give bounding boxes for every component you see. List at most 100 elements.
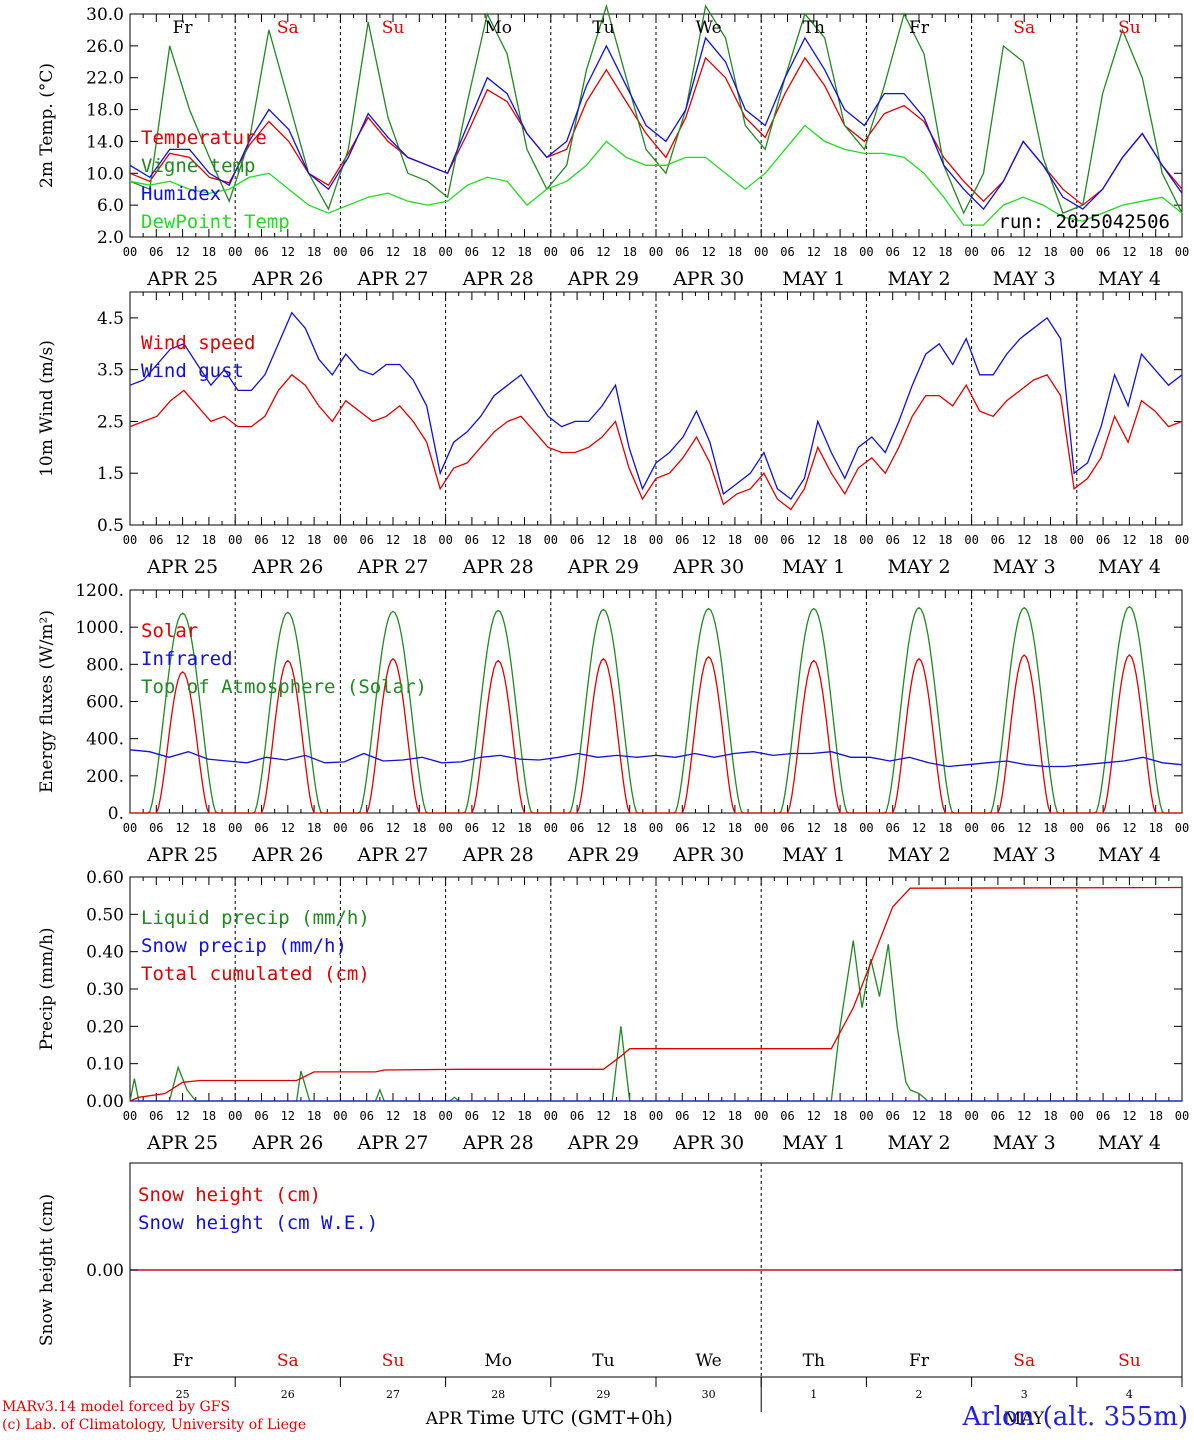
hour-label: 18 <box>412 533 426 547</box>
date-label: APR 28 <box>462 556 534 578</box>
hour-label: 18 <box>202 1109 216 1123</box>
series-line-wind-gust <box>129 311 1183 501</box>
date-label: APR 30 <box>672 1132 744 1154</box>
date-label: MAY 4 <box>1098 844 1161 866</box>
y-tick-label: 6.0 <box>97 196 124 216</box>
y-tick-label: 1200. <box>75 581 124 601</box>
x-axis-label: Time UTC (GMT+0h) <box>467 1407 673 1429</box>
hour-label: 18 <box>202 533 216 547</box>
hour-label: 00 <box>1070 245 1084 259</box>
hour-label: 18 <box>307 821 321 835</box>
hour-label: 06 <box>149 821 163 835</box>
hour-label: 00 <box>964 821 978 835</box>
hour-label: 06 <box>570 245 584 259</box>
hour-label: 06 <box>1096 821 1110 835</box>
day-label: Su <box>1118 1351 1141 1371</box>
legend-entry: Wind gust <box>141 360 244 382</box>
hour-label: 12 <box>1017 1109 1031 1123</box>
day-number: 27 <box>386 1388 400 1401</box>
day-label: Fr <box>173 18 194 38</box>
plot-frame <box>129 13 1183 238</box>
hour-label: 18 <box>1043 245 1057 259</box>
hour-label: 00 <box>544 533 558 547</box>
hour-label: 18 <box>412 245 426 259</box>
series-line-wind-speed <box>129 373 1183 511</box>
y-tick-label: 26.0 <box>86 37 124 57</box>
hour-label: 12 <box>491 821 505 835</box>
hour-label: 18 <box>833 245 847 259</box>
hour-label: 18 <box>938 245 952 259</box>
day-label: Mo <box>484 18 512 38</box>
hour-label: 18 <box>728 821 742 835</box>
hour-label: 12 <box>701 245 715 259</box>
month-label-right: MAY <box>1004 1409 1045 1429</box>
day-label: Sa <box>277 1351 299 1371</box>
date-label: APR 28 <box>462 268 534 290</box>
hour-label: 06 <box>885 821 899 835</box>
hour-label: 06 <box>359 821 373 835</box>
y-tick-label: 30.0 <box>86 5 124 25</box>
hour-label: 12 <box>912 1109 926 1123</box>
station-name: Arlon (alt. 355m) <box>962 1402 1188 1432</box>
hour-label: 12 <box>491 245 505 259</box>
date-label: MAY 1 <box>782 1132 845 1154</box>
date-label: APR 25 <box>146 268 218 290</box>
legend-entry: Temperature <box>141 127 267 149</box>
hour-label: 12 <box>175 533 189 547</box>
hour-label: 18 <box>1043 1109 1057 1123</box>
hour-label: 18 <box>728 245 742 259</box>
model-credit-line-2: (c) Lab. of Climatology, University of L… <box>2 1417 307 1433</box>
hour-label: 18 <box>517 245 531 259</box>
hour-label: 12 <box>1122 533 1136 547</box>
hour-label: 00 <box>754 533 768 547</box>
date-label: MAY 2 <box>887 268 950 290</box>
hour-label: 06 <box>780 821 794 835</box>
hour-label: 12 <box>1122 1109 1136 1123</box>
date-label: MAY 1 <box>782 556 845 578</box>
hour-label: 12 <box>491 1109 505 1123</box>
hour-label: 18 <box>833 533 847 547</box>
hour-label: 12 <box>281 821 295 835</box>
hour-label: 06 <box>254 533 268 547</box>
hour-label: 18 <box>622 533 636 547</box>
hour-label: 12 <box>1017 533 1031 547</box>
hour-label: 12 <box>701 1109 715 1123</box>
hour-label: 06 <box>570 821 584 835</box>
plot-frame <box>129 589 1183 814</box>
hour-label: 18 <box>412 1109 426 1123</box>
y-tick-label: 4.5 <box>97 309 124 329</box>
hour-label: 00 <box>859 533 873 547</box>
hour-label: 06 <box>991 1109 1005 1123</box>
y-axis-label: Energy fluxes (W/m²) <box>37 610 57 793</box>
hour-label: 00 <box>123 1109 137 1123</box>
y-tick-label: 3.5 <box>97 361 124 381</box>
day-label: Fr <box>909 18 930 38</box>
hour-label: 18 <box>833 821 847 835</box>
day-label: Th <box>803 1351 825 1371</box>
day-label: Tu <box>592 1351 614 1371</box>
y-axis-label: Precip (mm/h) <box>37 927 57 1050</box>
hour-label: 18 <box>202 245 216 259</box>
legend-entry: Wind speed <box>141 332 255 354</box>
date-label: APR 30 <box>672 556 744 578</box>
hour-label: 18 <box>517 533 531 547</box>
hour-label: 12 <box>701 533 715 547</box>
hour-label: 00 <box>859 1109 873 1123</box>
day-number: 1 <box>810 1388 817 1401</box>
day-label: Fr <box>909 1351 930 1371</box>
date-label: MAY 4 <box>1098 1132 1161 1154</box>
y-tick-label: 0.50 <box>86 905 124 925</box>
hour-label: 12 <box>281 533 295 547</box>
hour-label: 00 <box>754 821 768 835</box>
hour-label: 18 <box>728 533 742 547</box>
series-line-vigne-temp <box>129 3 1183 215</box>
legend-entry: Liquid precip (mm/h) <box>141 907 370 929</box>
hour-label: 12 <box>175 1109 189 1123</box>
hour-label: 06 <box>885 245 899 259</box>
hour-label: 12 <box>281 1109 295 1123</box>
date-label: APR 28 <box>462 1132 534 1154</box>
hour-label: 18 <box>938 821 952 835</box>
hour-label: 18 <box>938 1109 952 1123</box>
hour-label: 06 <box>570 1109 584 1123</box>
date-label: APR 29 <box>567 844 639 866</box>
